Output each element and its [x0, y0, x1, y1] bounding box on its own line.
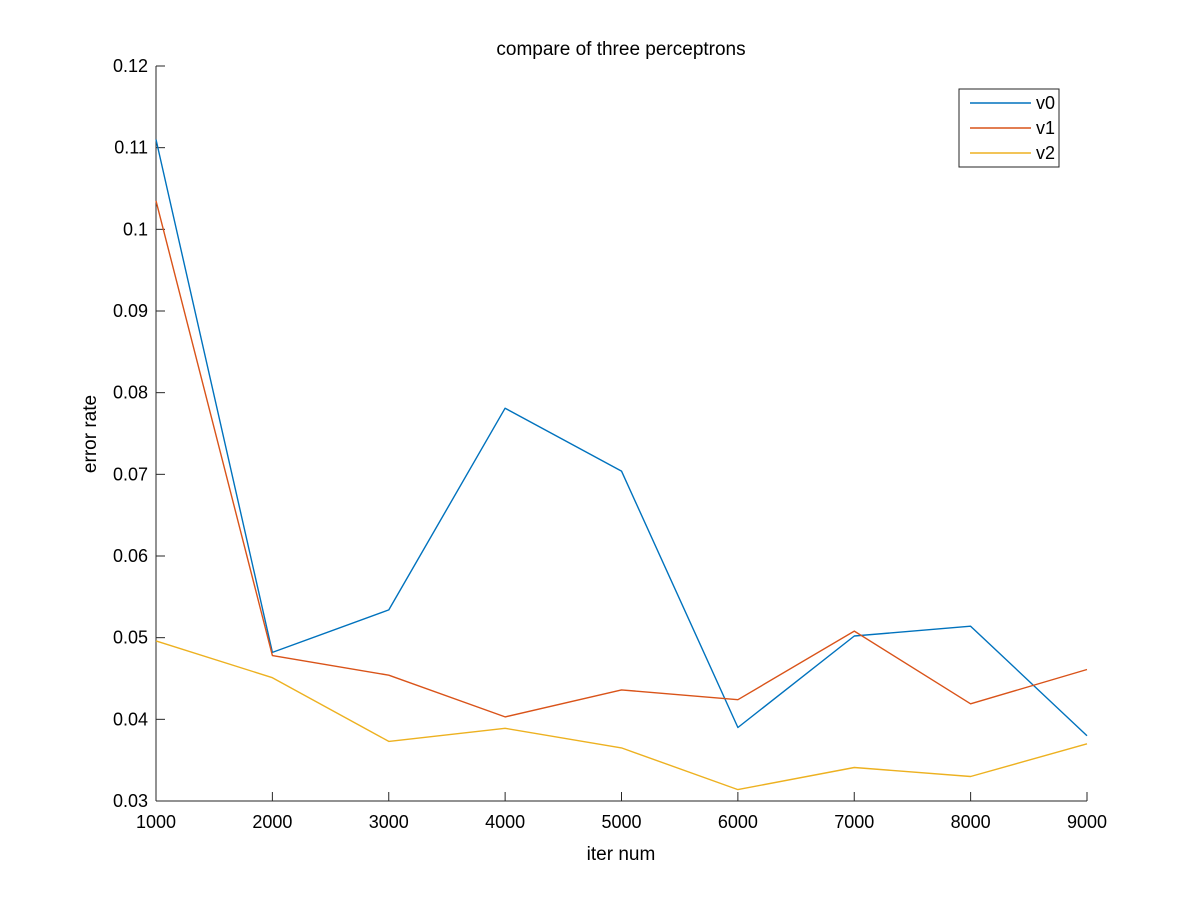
y-axis-label: error rate: [80, 395, 101, 473]
y-tick-label: 0.11: [114, 138, 148, 158]
y-tick-label: 0.04: [113, 709, 148, 729]
y-tick-label: 0.05: [113, 628, 148, 648]
chart-title: compare of three perceptrons: [496, 39, 745, 60]
x-tick-label: 4000: [485, 812, 525, 832]
y-tick-label: 0.07: [113, 464, 148, 484]
x-tick-label: 3000: [369, 812, 409, 832]
legend-label-v2: v2: [1036, 143, 1055, 163]
x-tick-label: 9000: [1067, 812, 1107, 832]
legend: v0 v1 v2: [958, 88, 1060, 168]
x-tick-label: 1000: [136, 812, 176, 832]
series-line-v1: [155, 200, 1088, 718]
legend-label-v1: v1: [1036, 118, 1055, 138]
x-axis-label: iter num: [587, 844, 656, 865]
series-line-v0: [155, 139, 1088, 737]
x-tick-label: 2000: [252, 812, 292, 832]
y-tick-label: 0.12: [113, 56, 148, 76]
y-tick-label: 0.03: [113, 791, 148, 811]
legend-label-v0: v0: [1036, 93, 1055, 113]
x-tick-label: 6000: [718, 812, 758, 832]
y-tick-label: 0.08: [113, 383, 148, 403]
plot-area: 1000 2000 3000 4000 5000 6000 7000 8000 9000 0.03…: [113, 56, 1107, 832]
x-tick-label: 7000: [834, 812, 874, 832]
x-tick-label: 5000: [601, 812, 641, 832]
series-line-v2: [155, 640, 1088, 791]
y-tick-label: 0.1: [123, 219, 148, 239]
y-tick-label: 0.06: [113, 546, 148, 566]
x-tick-label: 8000: [951, 812, 991, 832]
y-tick-label: 0.09: [113, 301, 148, 321]
